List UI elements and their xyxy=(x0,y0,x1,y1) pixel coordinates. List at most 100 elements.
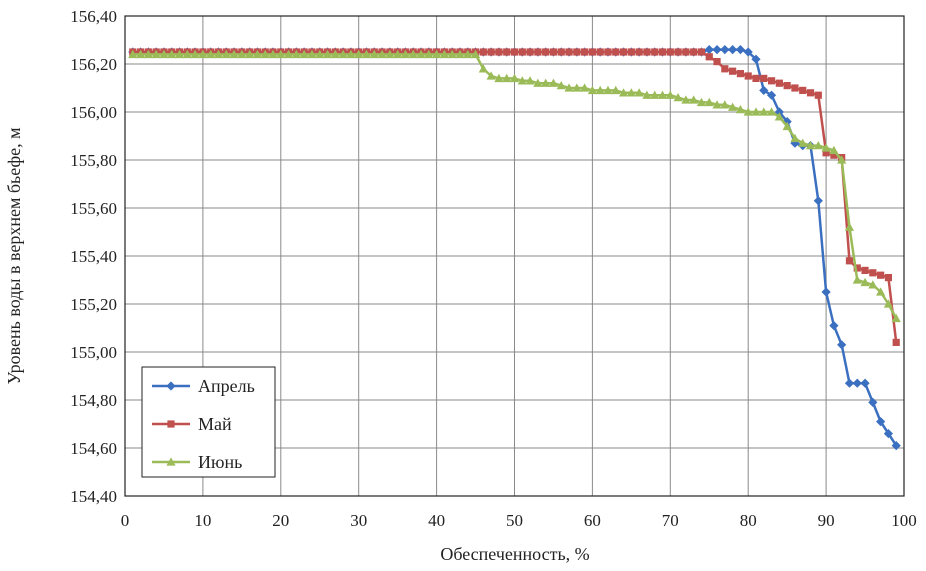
data-point-marker xyxy=(712,45,722,55)
data-point-marker xyxy=(713,58,721,66)
data-point-marker xyxy=(790,133,800,143)
data-point-marker xyxy=(869,269,877,277)
data-point-marker xyxy=(860,378,870,388)
data-point-marker xyxy=(829,321,839,331)
legend-item: Июнь xyxy=(152,452,242,472)
data-point-marker xyxy=(315,49,325,59)
data-point-marker xyxy=(221,49,231,59)
data-point-marker xyxy=(533,78,543,87)
data-point-marker xyxy=(549,48,558,56)
data-point-marker xyxy=(705,53,713,61)
data-point-marker xyxy=(876,417,886,427)
data-point-marker xyxy=(619,48,628,56)
data-point-marker xyxy=(697,48,706,56)
data-point-marker xyxy=(651,48,659,56)
y-tick-label: 154,40 xyxy=(70,487,117,506)
data-point-marker xyxy=(166,457,176,466)
data-point-marker xyxy=(541,78,551,87)
data-point-marker xyxy=(674,48,682,56)
data-point-marker xyxy=(174,49,185,59)
data-point-marker xyxy=(525,76,535,85)
data-point-marker xyxy=(883,299,894,308)
data-point-marker xyxy=(213,49,224,59)
data-point-marker xyxy=(666,48,674,56)
data-point-marker xyxy=(447,49,457,59)
data-point-marker xyxy=(486,71,496,80)
data-point-marker xyxy=(581,48,589,56)
data-point-marker xyxy=(167,49,177,59)
data-point-marker xyxy=(354,49,364,59)
data-point-marker xyxy=(159,49,169,59)
data-point-marker xyxy=(860,277,870,287)
data-point-marker xyxy=(759,85,769,95)
x-tick-label: 40 xyxy=(428,511,445,530)
data-point-marker xyxy=(330,49,340,59)
data-point-marker xyxy=(495,48,503,56)
data-point-marker xyxy=(805,141,816,150)
data-point-marker xyxy=(712,100,722,109)
data-point-marker xyxy=(891,441,901,451)
data-point-marker xyxy=(361,49,372,59)
data-point-marker xyxy=(400,49,411,59)
x-tick-label: 30 xyxy=(350,511,367,530)
data-point-marker xyxy=(245,49,255,59)
data-point-marker xyxy=(283,49,294,59)
x-axis-ticks: 0 10 20 30 40 50 60 70 80 90 100 xyxy=(121,511,917,530)
data-point-marker xyxy=(721,65,729,73)
data-point-marker xyxy=(736,70,745,78)
data-point-marker xyxy=(681,95,691,104)
x-tick-label: 10 xyxy=(194,511,211,530)
data-point-marker xyxy=(587,85,597,95)
data-point-marker xyxy=(752,74,760,82)
x-tick-label: 100 xyxy=(891,511,917,530)
data-point-marker xyxy=(861,266,869,274)
legend: Апрель Май Июнь xyxy=(141,366,276,478)
data-point-marker xyxy=(751,54,761,64)
data-point-marker xyxy=(729,67,737,75)
data-point-marker xyxy=(509,73,520,83)
data-point-marker xyxy=(658,48,667,56)
y-tick-label: 155,20 xyxy=(70,295,117,314)
data-point-marker xyxy=(206,49,216,59)
data-point-marker xyxy=(813,196,823,206)
data-point-marker xyxy=(603,85,613,95)
data-point-marker xyxy=(759,107,769,116)
data-point-marker xyxy=(689,95,699,104)
legend-label: Май xyxy=(198,414,232,434)
data-point-marker xyxy=(596,48,604,56)
data-point-marker xyxy=(393,49,403,59)
data-point-marker xyxy=(799,86,807,94)
data-point-marker xyxy=(845,257,854,265)
data-point-marker xyxy=(868,397,878,407)
data-point-marker xyxy=(876,287,886,296)
data-point-marker xyxy=(518,48,526,56)
data-point-marker xyxy=(439,49,449,59)
y-tick-label: 155,60 xyxy=(70,199,117,218)
data-point-marker xyxy=(502,73,512,83)
data-point-marker xyxy=(611,85,621,95)
data-point-marker xyxy=(322,49,333,59)
y-tick-label: 155,40 xyxy=(70,247,117,266)
data-point-marker xyxy=(837,340,847,350)
data-point-marker xyxy=(612,48,620,56)
data-point-marker xyxy=(837,155,847,164)
data-point-marker xyxy=(673,93,683,102)
data-point-marker xyxy=(735,105,746,114)
data-point-marker xyxy=(877,271,885,279)
data-point-marker xyxy=(821,287,831,297)
data-point-marker xyxy=(564,83,574,92)
data-point-marker xyxy=(728,45,738,55)
data-point-marker xyxy=(463,49,473,59)
data-point-marker xyxy=(565,48,573,56)
data-point-marker xyxy=(494,73,504,83)
legend-item: Май xyxy=(152,414,232,434)
data-point-marker xyxy=(696,97,707,107)
data-point-marker xyxy=(534,48,542,56)
data-point-marker xyxy=(782,121,792,131)
data-point-marker xyxy=(526,48,534,56)
data-point-marker xyxy=(635,48,643,56)
data-point-marker xyxy=(573,48,581,56)
data-point-marker xyxy=(642,90,652,99)
data-point-marker xyxy=(229,49,239,59)
